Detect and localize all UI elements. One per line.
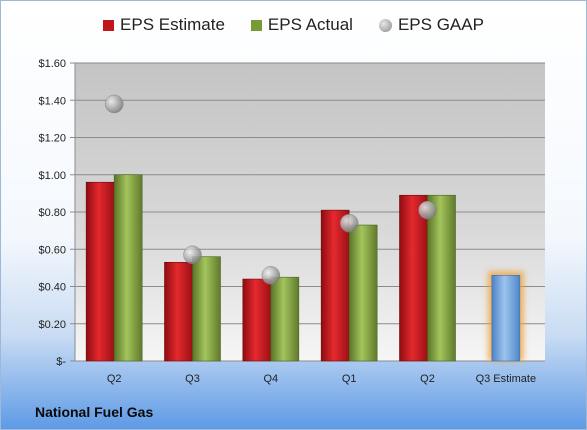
y-tick-label: $1.00: [38, 170, 66, 182]
legend-swatch-eps-gaap: [378, 18, 392, 32]
x-tick-label: Q1: [342, 373, 357, 385]
x-tick-label: Q3: [185, 373, 200, 385]
y-tick-label: $0.80: [38, 207, 66, 219]
bar-eps-estimate: [164, 261, 193, 362]
bar-eps-actual: [348, 224, 378, 362]
bar-eps-actual: [427, 194, 456, 362]
legend-swatch-eps-estimate: [103, 19, 115, 31]
legend-label-eps-gaap: EPS GAAP: [397, 15, 484, 34]
y-tick-label: $1.20: [38, 133, 66, 145]
y-tick-label: $-: [56, 356, 66, 368]
bar-eps-estimate: [85, 181, 115, 362]
legend-item-eps-gaap: EPS GAAP: [378, 15, 484, 35]
legend-label-eps-actual: EPS Actual: [267, 15, 353, 34]
bar-eps-actual: [270, 276, 300, 362]
legend-swatch-eps-actual: [250, 19, 262, 31]
y-tick-label: $1.40: [38, 95, 66, 107]
marker-eps-gaap: [339, 213, 359, 233]
y-tick-label: $0.60: [38, 244, 66, 256]
company-name: National Fuel Gas: [35, 404, 154, 420]
y-tick-label: $0.40: [38, 282, 66, 294]
x-tick-label: Q3 Estimate: [476, 373, 537, 385]
legend-item-eps-actual: EPS Actual: [250, 15, 353, 35]
bar-eps-estimate: [399, 194, 428, 362]
marker-eps-gaap: [418, 200, 437, 220]
chart-legend: EPS Estimate EPS Actual EPS GAAP: [1, 15, 586, 35]
y-tick-label: $0.20: [38, 319, 66, 331]
bar-eps-estimate: [242, 278, 272, 362]
bar-eps-estimate: [320, 209, 350, 362]
marker-eps-gaap: [104, 94, 124, 114]
legend-label-eps-estimate: EPS Estimate: [120, 15, 225, 34]
bar-eps-actual: [113, 174, 143, 362]
x-tick-label: Q4: [263, 373, 278, 385]
legend-item-eps-estimate: EPS Estimate: [103, 15, 225, 35]
bar-q3-estimate: [491, 275, 521, 362]
x-tick-label: Q2: [107, 373, 122, 385]
marker-eps-gaap: [261, 266, 281, 285]
marker-eps-gaap: [183, 245, 202, 265]
bar-eps-actual: [192, 256, 221, 362]
y-tick-label: $1.60: [38, 58, 66, 70]
x-tick-label: Q2: [420, 373, 435, 385]
